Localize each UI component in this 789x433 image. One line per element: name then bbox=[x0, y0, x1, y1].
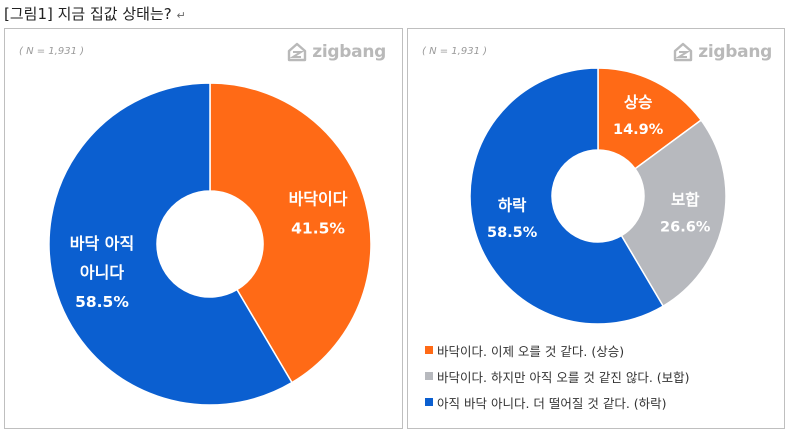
donut-slice bbox=[469, 67, 665, 325]
figure-title-text: [그림1] 지금 집값 상태는? bbox=[4, 5, 172, 23]
legend-swatch bbox=[425, 398, 433, 406]
legend-label: 바닥이다. 하지만 아직 오를 것 같진 않다. (보합) bbox=[437, 369, 690, 385]
zigbang-logo-text: zigbang bbox=[312, 42, 386, 62]
donut-slice bbox=[597, 67, 703, 170]
slice-category-label: 바닥 아직 bbox=[70, 234, 134, 253]
slice-category-label: 상승 bbox=[624, 94, 653, 112]
zigbang-logo: zigbang bbox=[286, 42, 386, 62]
slice-value-label: 58.5% bbox=[487, 225, 538, 241]
slice-value-label: 58.5% bbox=[75, 293, 129, 311]
return-mark-icon: ↵ bbox=[176, 9, 186, 22]
slice-category-label: 하락 bbox=[498, 195, 527, 214]
slice-value-label: 26.6% bbox=[660, 219, 711, 235]
zigbang-logo: zigbang bbox=[672, 42, 772, 62]
slice-category-label: 아니다 bbox=[80, 263, 124, 282]
legend-item-fall: 아직 바닥 아니다. 더 떨어질 것 같다. (하락) bbox=[425, 389, 690, 415]
donut-slice bbox=[48, 82, 293, 406]
donut-slice bbox=[620, 119, 727, 308]
zigbang-logo-icon bbox=[674, 42, 693, 62]
chart-legend: 바닥이다. 이제 오를 것 같다. (상승) 바닥이다. 하지만 아직 오를 것… bbox=[425, 337, 690, 415]
sample-size-label: ( N = 1,931 ) bbox=[19, 46, 85, 57]
zigbang-logo-icon bbox=[288, 42, 307, 62]
legend-label: 아직 바닥 아니다. 더 떨어질 것 같다. (하락) bbox=[437, 395, 667, 411]
legend-label: 바닥이다. 이제 오를 것 같다. (상승) bbox=[437, 343, 625, 359]
legend-swatch bbox=[425, 346, 433, 354]
sample-size-label: ( N = 1,931 ) bbox=[422, 46, 488, 57]
figure-title: [그림1] 지금 집값 상태는? ↵ bbox=[4, 3, 186, 24]
legend-swatch bbox=[425, 372, 433, 380]
zigbang-logo-text: zigbang bbox=[698, 42, 772, 62]
donut-slice bbox=[209, 82, 372, 384]
slice-value-label: 41.5% bbox=[291, 219, 345, 237]
slice-category-label: 보합 bbox=[671, 191, 700, 209]
right-donut-chart: 상승 14.9% 보합 26.6% 하락 58.5% bbox=[469, 67, 727, 325]
slice-value-label: 14.9% bbox=[613, 122, 664, 138]
legend-item-flat: 바닥이다. 하지만 아직 오를 것 같진 않다. (보합) bbox=[425, 363, 690, 389]
right-chart-panel: ( N = 1,931 ) zigbang 상승 14.9% 보합 26.6% 하락 58… bbox=[407, 28, 785, 429]
slice-category-label: 바닥이다 bbox=[289, 189, 348, 208]
legend-item-rise: 바닥이다. 이제 오를 것 같다. (상승) bbox=[425, 337, 690, 363]
